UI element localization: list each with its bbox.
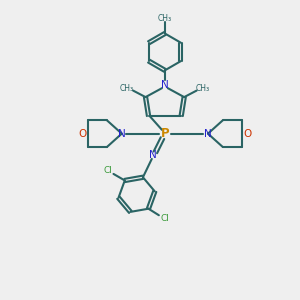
Text: O: O: [243, 129, 252, 139]
Text: P: P: [160, 127, 169, 140]
Text: O: O: [78, 129, 86, 139]
Text: N: N: [204, 129, 212, 139]
Text: CH₃: CH₃: [158, 14, 172, 22]
Text: N: N: [161, 80, 169, 90]
Text: CH₃: CH₃: [120, 84, 134, 93]
Text: N: N: [118, 129, 126, 139]
Text: Cl: Cl: [160, 214, 169, 223]
Text: Cl: Cl: [103, 167, 112, 176]
Text: CH₃: CH₃: [196, 84, 210, 93]
Text: N: N: [149, 150, 157, 160]
